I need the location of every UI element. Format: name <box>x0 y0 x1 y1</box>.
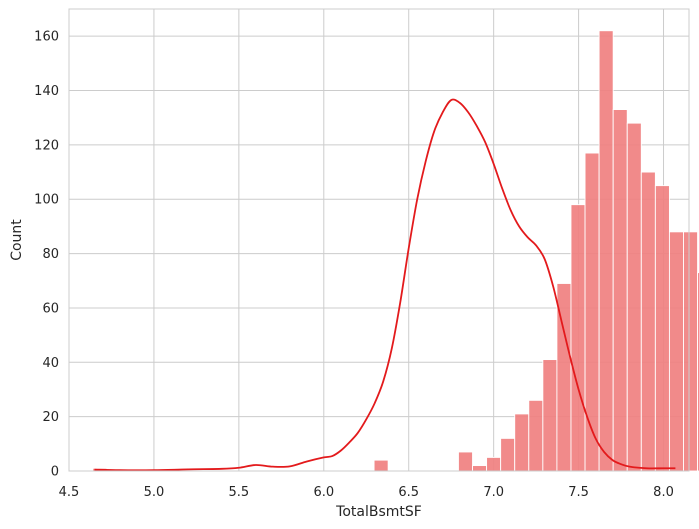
y-tick-label: 160 <box>34 30 59 45</box>
histogram-bar <box>626 122 642 472</box>
y-tick-labels: 0 20 40 60 80 100 120 140 160 <box>34 30 59 480</box>
histogram-bar <box>584 152 600 472</box>
y-tick-label: 80 <box>42 247 59 262</box>
histogram-bar <box>683 231 699 472</box>
histogram-bar <box>542 359 558 472</box>
histogram-bar <box>697 272 699 472</box>
histogram-bar <box>654 185 670 472</box>
histogram-bar <box>514 413 530 472</box>
y-tick-label: 140 <box>34 84 59 99</box>
y-tick-label: 0 <box>51 465 59 480</box>
x-tick-label: 5.0 <box>144 485 165 500</box>
x-tick-label: 5.5 <box>229 485 250 500</box>
y-tick-label: 100 <box>34 193 59 208</box>
histogram-bar <box>668 231 684 472</box>
x-tick-label: 7.0 <box>483 485 504 500</box>
y-axis-label: Count <box>9 219 25 261</box>
x-tick-label: 7.5 <box>568 485 589 500</box>
x-tick-label: 4.5 <box>59 485 80 500</box>
x-tick-label: 6.5 <box>398 485 419 500</box>
x-tick-label: 8.0 <box>653 485 674 500</box>
x-tick-label: 6.0 <box>313 485 334 500</box>
histogram-bar <box>458 451 473 472</box>
histogram-bar <box>598 30 614 472</box>
histogram-bars <box>92 30 699 472</box>
histogram-bar <box>570 204 586 472</box>
histogram-bar <box>500 437 516 472</box>
x-tick-labels: 4.5 5.0 5.5 6.0 6.5 7.0 7.5 8.0 <box>59 485 674 500</box>
histogram-bar <box>640 171 656 472</box>
histogram-bar <box>486 456 502 472</box>
histogram-bar <box>528 399 544 472</box>
plot-frame <box>68 8 690 472</box>
histogram-bar <box>612 109 628 472</box>
kde-curve <box>94 98 676 472</box>
y-tick-label: 120 <box>34 138 59 153</box>
x-axis-label: TotalBsmtSF <box>335 504 422 520</box>
histogram-bar <box>472 465 488 472</box>
y-tick-label: 60 <box>42 301 59 316</box>
y-tick-label: 40 <box>42 356 59 371</box>
histogram-bar <box>373 459 389 472</box>
y-tick-label: 20 <box>42 410 59 425</box>
